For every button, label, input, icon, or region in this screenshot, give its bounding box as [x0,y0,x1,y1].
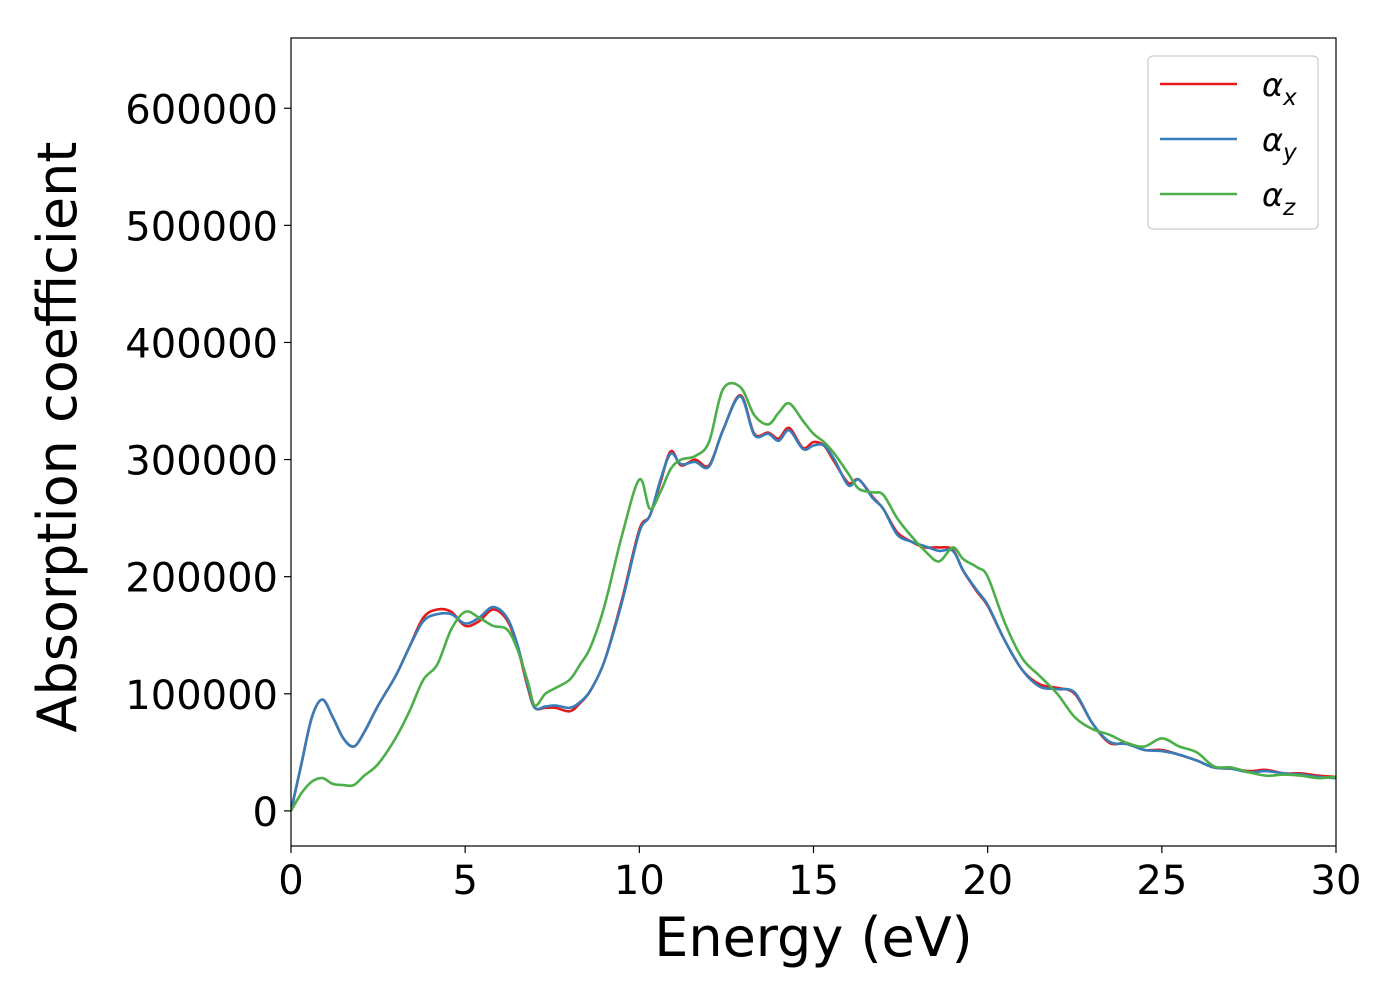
y-tick-label: 100000 [125,673,278,719]
y-tick-label: 200000 [125,556,278,602]
series-line-x [291,393,1336,812]
y-tick-label: 600000 [125,87,278,133]
x-axis-title: Energy (eV) [654,906,973,969]
legend-box [1147,55,1319,230]
x-axis-ticks: 0 5 10 15 20 25 30 [278,846,1361,904]
x-tick-label: 0 [278,858,303,904]
y-tick-label: 500000 [125,204,278,250]
x-tick-label: 20 [962,858,1013,904]
series-line-y [291,395,1336,812]
x-tick-label: 10 [614,858,665,904]
legend-item: αx [1160,66,1297,111]
series-layer [291,381,1336,812]
y-axis-title: Absorption coefficient [26,142,89,733]
legend-label: αy [1262,121,1297,166]
legend: αx αy αz [1147,55,1319,230]
y-tick-label: 0 [253,790,278,836]
legend-label: αx [1262,66,1297,111]
x-tick-label: 25 [1136,858,1187,904]
x-tick-label: 15 [788,858,839,904]
legend-item: αy [1160,121,1297,166]
x-tick-label: 5 [452,858,477,904]
legend-label: αz [1262,176,1296,221]
y-axis-ticks: 0 100000 200000 300000 400000 500000 600000 [125,87,291,836]
series-line-z [291,381,1336,812]
y-tick-label: 300000 [125,439,278,485]
y-tick-label: 400000 [125,321,278,367]
legend-item: αz [1160,176,1296,221]
x-tick-label: 30 [1311,858,1362,904]
